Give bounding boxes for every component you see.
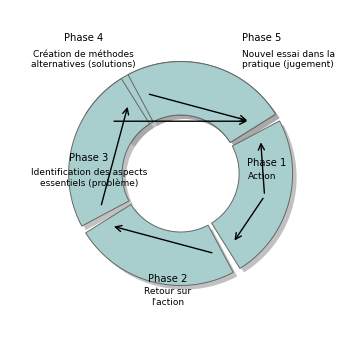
Polygon shape (216, 125, 296, 273)
Polygon shape (86, 205, 233, 285)
Polygon shape (212, 121, 292, 269)
Text: Retour sur
l'action: Retour sur l'action (144, 287, 191, 307)
Text: Identification des aspects
essentiels (problème): Identification des aspects essentiels (p… (30, 168, 147, 188)
Polygon shape (69, 79, 150, 226)
Text: Nouvel essai dans la
pratique (jugement): Nouvel essai dans la pratique (jugement) (243, 50, 336, 69)
Text: Phase 4: Phase 4 (64, 33, 103, 43)
Polygon shape (90, 209, 237, 289)
Text: Action: Action (248, 172, 276, 181)
Text: Phase 1: Phase 1 (248, 158, 287, 168)
Text: Phase 2: Phase 2 (148, 274, 187, 284)
Text: Phase 3: Phase 3 (69, 153, 108, 163)
Polygon shape (73, 83, 153, 230)
Polygon shape (132, 66, 279, 147)
Text: Phase 5: Phase 5 (243, 33, 282, 43)
Polygon shape (86, 62, 275, 143)
Polygon shape (90, 66, 279, 147)
Polygon shape (128, 62, 275, 143)
Text: Création de méthodes
alternatives (solutions): Création de méthodes alternatives (solut… (31, 50, 136, 69)
